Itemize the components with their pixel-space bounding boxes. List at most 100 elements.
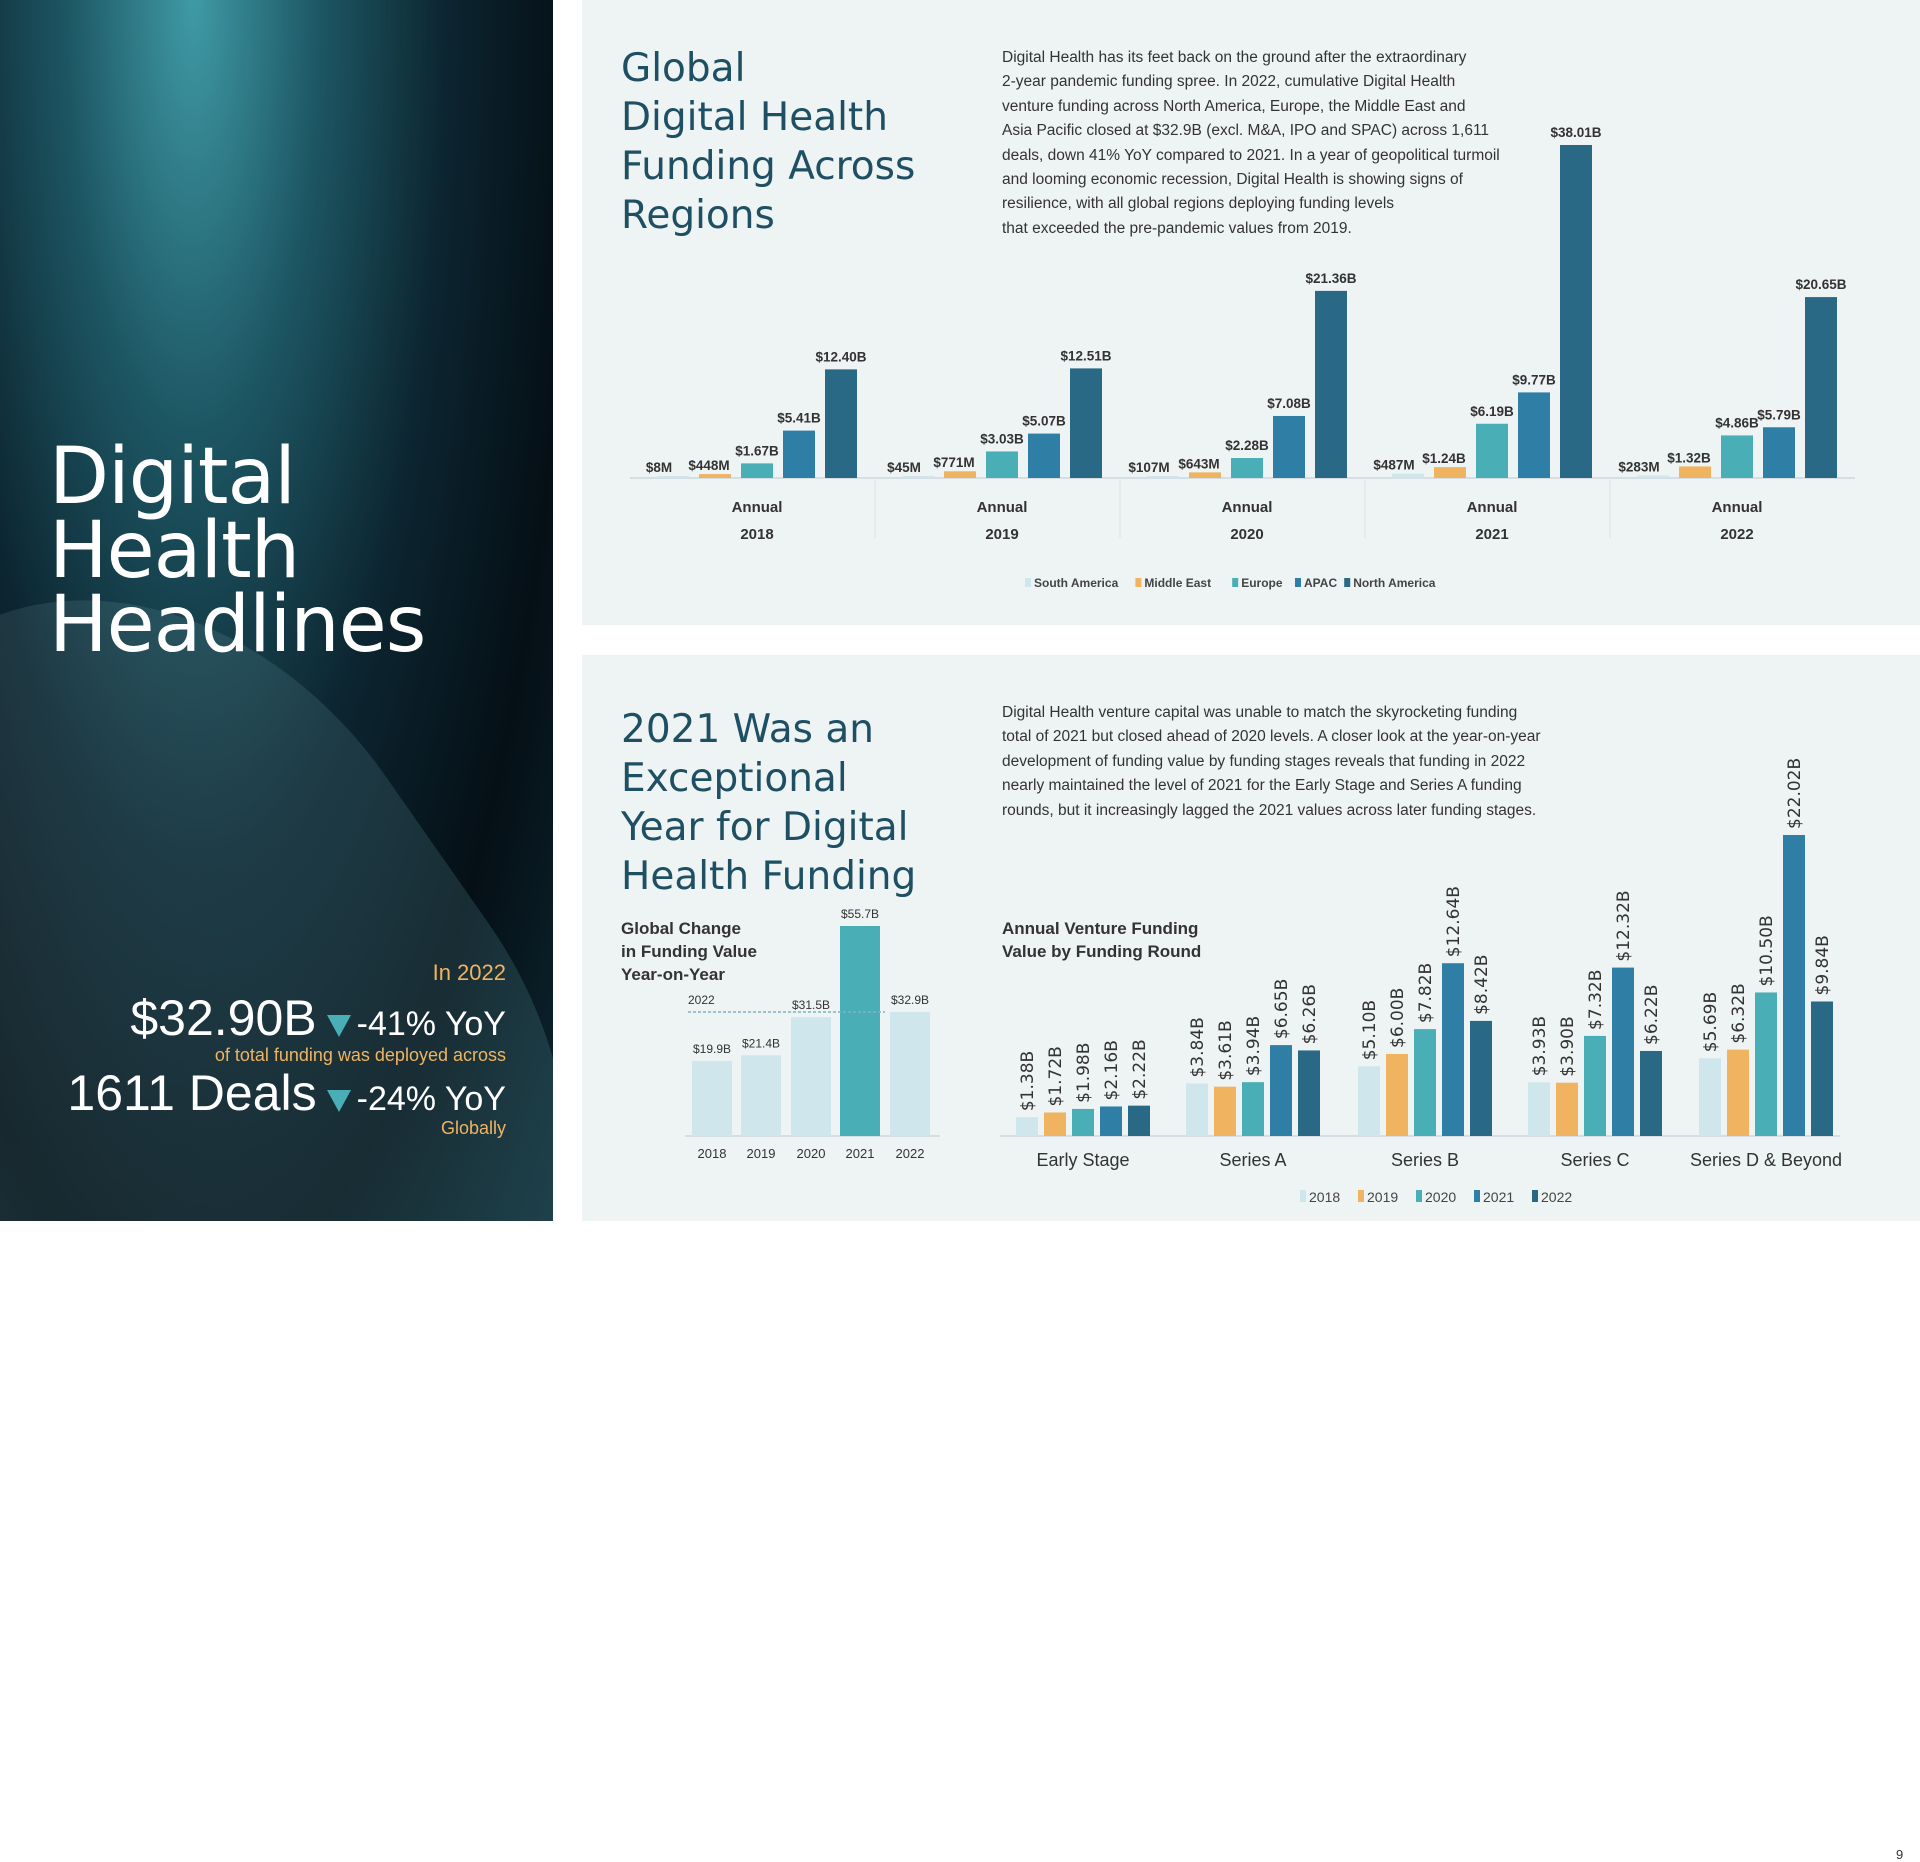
category-label: Annual [1222, 499, 1273, 516]
yoy-chart-title: Global Change in Funding Value Year-on-Yea… [621, 919, 757, 984]
data-label: $6.26B [1300, 984, 1320, 1044]
data-label: $2.16B [1102, 1040, 1122, 1100]
data-label: $1.67B [735, 443, 779, 458]
data-label: $12.40B [815, 349, 866, 364]
legend-swatch [1416, 1190, 1422, 1202]
bar-2020 [1414, 1029, 1436, 1136]
headlines-title: Digital Health Headlines [49, 432, 426, 670]
legend-label: North America [1353, 576, 1436, 590]
bar-europe [1231, 458, 1263, 478]
data-label: $8.42B [1472, 955, 1492, 1015]
rounds-chart: Early Stage $1.38B $1.72B $1.98B $2.16B $2.22… [1000, 758, 1842, 1205]
funding-change: -41% YoY [356, 1005, 506, 1043]
year-label: 2018 [740, 526, 773, 543]
legend-label: 2021 [1483, 1189, 1514, 1205]
funding-value: $32.90B [130, 990, 317, 1046]
year-label: 2021 [846, 1146, 875, 1161]
data-label: $6.65B [1272, 979, 1292, 1039]
data-label: $4.86B [1715, 415, 1759, 430]
legend-label: APAC [1304, 576, 1337, 590]
legend-swatch [1358, 1190, 1364, 1202]
funding-stat: $32.90B -41% YoY [130, 990, 506, 1052]
data-label: $487M [1373, 458, 1414, 473]
data-label: $5.69B [1701, 992, 1721, 1052]
legend-swatch [1474, 1190, 1480, 1202]
data-label: $45M [887, 460, 921, 475]
data-label: $22.02B [1785, 758, 1805, 829]
data-label: $6.32B [1729, 983, 1749, 1043]
data-label: $9.77B [1512, 372, 1556, 387]
data-label: $7.08B [1267, 396, 1311, 411]
data-label: $38.01B [1550, 125, 1601, 140]
bar-north-america [1805, 297, 1837, 478]
in-year-label: In 2022 [432, 960, 506, 985]
data-label: $3.93B [1530, 1016, 1550, 1076]
category-label: Series A [1219, 1150, 1286, 1170]
data-label: $1.38B [1018, 1051, 1038, 1111]
bar-2022 [1128, 1105, 1150, 1136]
data-label: $8M [646, 460, 672, 475]
bar-apac [783, 430, 815, 478]
deals-change: -24% YoY [356, 1080, 506, 1118]
rounds-paragraph: Digital Health venture capital was unabl… [1002, 704, 1541, 819]
deals-value: 1611 Deals [67, 1065, 317, 1121]
bar-2018 [1186, 1083, 1208, 1136]
bar-south-america [657, 476, 689, 478]
bar-2022 [1811, 1001, 1833, 1136]
bar-2020 [1584, 1035, 1606, 1136]
data-label: $5.10B [1360, 1000, 1380, 1060]
data-label: $7.32B [1586, 970, 1606, 1030]
data-label: $5.07B [1022, 414, 1066, 429]
data-label: $1.24B [1422, 451, 1466, 466]
category-label: Series C [1560, 1150, 1629, 1170]
data-label: $3.94B [1244, 1016, 1264, 1076]
regions-chart: Annual 2018 $8M $448M $1.67B $5.41B $12.40B Ann… [630, 125, 1855, 590]
bar-middle-east [1434, 467, 1466, 478]
regions-title: Global Digital Health Funding Across Region… [621, 46, 916, 238]
data-label: $6.22B [1642, 985, 1662, 1045]
bar-europe [741, 463, 773, 478]
data-label: $1.32B [1667, 450, 1711, 465]
data-label: $12.32B [1614, 890, 1634, 961]
data-label: $10.50B [1757, 915, 1777, 986]
bar-2021 [1270, 1045, 1292, 1136]
bar-2020 [1755, 992, 1777, 1136]
bar-europe [1721, 435, 1753, 478]
bar [840, 926, 880, 1136]
data-label: $32.9B [891, 993, 929, 1007]
regions-paragraph: Digital Health has its feet back on the … [1002, 49, 1500, 237]
data-label: $20.65B [1795, 277, 1846, 292]
bar [692, 1060, 732, 1136]
bar-2021 [1612, 967, 1634, 1136]
data-label: $107M [1128, 460, 1169, 475]
legend-label: Middle East [1144, 576, 1211, 590]
legend-label: South America [1034, 576, 1119, 590]
data-label: $1.98B [1074, 1043, 1094, 1103]
bar-apac [1028, 433, 1060, 478]
bar-2019 [1556, 1082, 1578, 1136]
bar-europe [986, 451, 1018, 478]
bar-middle-east [944, 471, 976, 478]
bar [791, 1017, 831, 1136]
bar-north-america [1315, 290, 1347, 478]
bar-2020 [1072, 1108, 1094, 1136]
bar-north-america [1560, 145, 1592, 478]
bar-2019 [1727, 1049, 1749, 1136]
data-label: $31.5B [792, 998, 830, 1012]
year-label: 2021 [1475, 526, 1508, 543]
bar-europe [1476, 423, 1508, 478]
triangle-down-icon [326, 1090, 351, 1113]
data-label: $2.28B [1225, 438, 1269, 453]
bar-2021 [1100, 1106, 1122, 1136]
bar-apac [1273, 415, 1305, 478]
bar-2019 [1044, 1112, 1066, 1136]
bar-2021 [1783, 835, 1805, 1136]
data-label: $5.41B [777, 411, 821, 426]
data-label: $21.4B [742, 1036, 780, 1050]
data-label: $19.9B [693, 1042, 731, 1056]
year-label: 2019 [747, 1146, 776, 1161]
bar [890, 1011, 930, 1136]
category-label: Annual [1712, 499, 1763, 516]
funding-caption: of total funding was deployed across [214, 1045, 506, 1065]
category-label: Series D & Beyond [1690, 1150, 1842, 1170]
